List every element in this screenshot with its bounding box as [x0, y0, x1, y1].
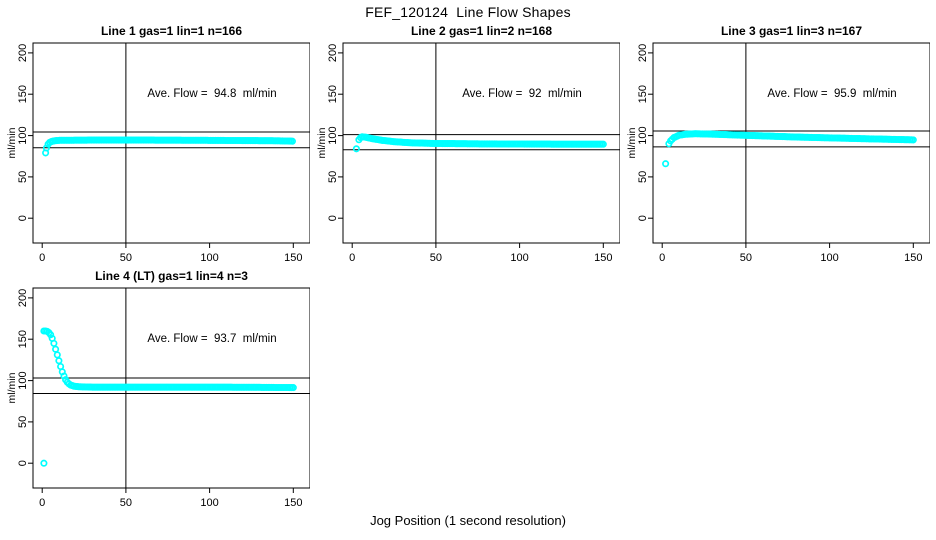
plot-box [32, 42, 310, 244]
plot-area: 0 50 100 150 0 50 100 150 200 [17, 287, 310, 509]
y-tick-label: 200 [327, 44, 339, 62]
axes [28, 42, 310, 248]
x-tick-label: 50 [430, 252, 442, 264]
y-tick-label: 150 [637, 85, 649, 103]
y-tick-label: 50 [17, 416, 29, 428]
x-tick-label: 100 [510, 252, 528, 264]
data-points [352, 133, 607, 153]
panel-line-4: Line 4 (LT) gas=1 lin=4 n=3 ml/min Ave. … [0, 265, 310, 527]
data-points [40, 327, 297, 467]
y-tick-label: 200 [17, 44, 29, 62]
data-point [909, 136, 917, 144]
plot-area: 0 50 100 150 0 50 100 150 200 [327, 42, 620, 264]
tick-labels: 0 50 100 150 0 50 100 150 200 [637, 44, 922, 264]
x-tick-label: 150 [904, 252, 922, 264]
data-point [40, 459, 48, 467]
panel-line-3: Line 3 gas=1 lin=3 n=167 ml/min Ave. Flo… [620, 20, 930, 282]
x-tick-label: 150 [594, 252, 612, 264]
y-tick-label: 50 [327, 171, 339, 183]
x-tick-label: 100 [820, 252, 838, 264]
x-tick-label: 150 [284, 252, 302, 264]
x-tick-label: 0 [659, 252, 665, 264]
ave-flow-annotation: Ave. Flow = 93.7 ml/min [147, 333, 277, 345]
panel-line-1: Line 1 gas=1 lin=1 n=166 ml/min Ave. Flo… [0, 20, 310, 282]
x-tick-label: 50 [120, 252, 132, 264]
y-tick-label: 50 [637, 171, 649, 183]
page-title: FEF_120124 Line Flow Shapes [365, 4, 571, 20]
x-tick-label: 150 [284, 497, 302, 509]
y-tick-label: 150 [17, 85, 29, 103]
ave-flow-annotation: Ave. Flow = 92 ml/min [462, 88, 582, 100]
data-points [42, 136, 296, 157]
y-tick-label: 100 [17, 126, 29, 144]
data-point [55, 357, 63, 365]
data-point [599, 140, 607, 148]
x-tick-label: 50 [740, 252, 752, 264]
data-point [288, 137, 296, 145]
data-point [52, 345, 60, 353]
tick-labels: 0 50 100 150 0 50 100 150 200 [17, 289, 302, 509]
x-tick-label: 0 [39, 497, 45, 509]
panel-line-2: Line 2 gas=1 lin=2 n=168 ml/min Ave. Flo… [310, 20, 620, 282]
plot-box [32, 287, 310, 489]
y-tick-label: 50 [17, 171, 29, 183]
data-points [662, 130, 917, 168]
y-tick-label: 100 [327, 126, 339, 144]
axes [338, 42, 620, 248]
ave-flow-annotation: Ave. Flow = 94.8 ml/min [147, 88, 277, 100]
y-tick-label: 150 [327, 85, 339, 103]
data-point [289, 384, 297, 392]
y-tick-label: 100 [17, 371, 29, 389]
x-tick-label: 0 [39, 252, 45, 264]
ave-flow-annotation: Ave. Flow = 95.9 ml/min [767, 88, 897, 100]
y-tick-label: 150 [17, 330, 29, 348]
plot-area: 0 50 100 150 0 50 100 150 200 [637, 42, 930, 264]
y-tick-label: 0 [327, 215, 339, 221]
x-tick-label: 100 [200, 252, 218, 264]
axes [648, 42, 930, 248]
data-point [352, 145, 360, 153]
panel-title: Line 1 gas=1 lin=1 n=166 [100, 24, 243, 38]
panel-title: Line 2 gas=1 lin=2 n=168 [410, 24, 553, 38]
x-tick-label: 100 [200, 497, 218, 509]
x-axis-label: Jog Position (1 second resolution) [370, 513, 566, 528]
panel-title: Line 3 gas=1 lin=3 n=167 [720, 24, 863, 38]
x-tick-label: 50 [120, 497, 132, 509]
tick-labels: 0 50 100 150 0 50 100 150 200 [17, 44, 302, 264]
data-point [60, 372, 68, 380]
plot-box [652, 42, 930, 244]
tick-labels: 0 50 100 150 0 50 100 150 200 [327, 44, 612, 264]
data-point [47, 331, 55, 339]
y-tick-label: 100 [637, 126, 649, 144]
y-tick-label: 0 [637, 215, 649, 221]
data-point [53, 351, 61, 359]
y-tick-label: 200 [637, 44, 649, 62]
y-tick-label: 0 [17, 215, 29, 221]
panel-title: Line 4 (LT) gas=1 lin=4 n=3 [95, 269, 248, 283]
data-point [662, 160, 670, 168]
y-tick-label: 0 [17, 460, 29, 466]
data-point [50, 339, 58, 347]
x-tick-label: 0 [349, 252, 355, 264]
y-tick-label: 200 [17, 289, 29, 307]
plot-box [342, 42, 620, 244]
plot-area: 0 50 100 150 0 50 100 150 200 [17, 42, 310, 264]
